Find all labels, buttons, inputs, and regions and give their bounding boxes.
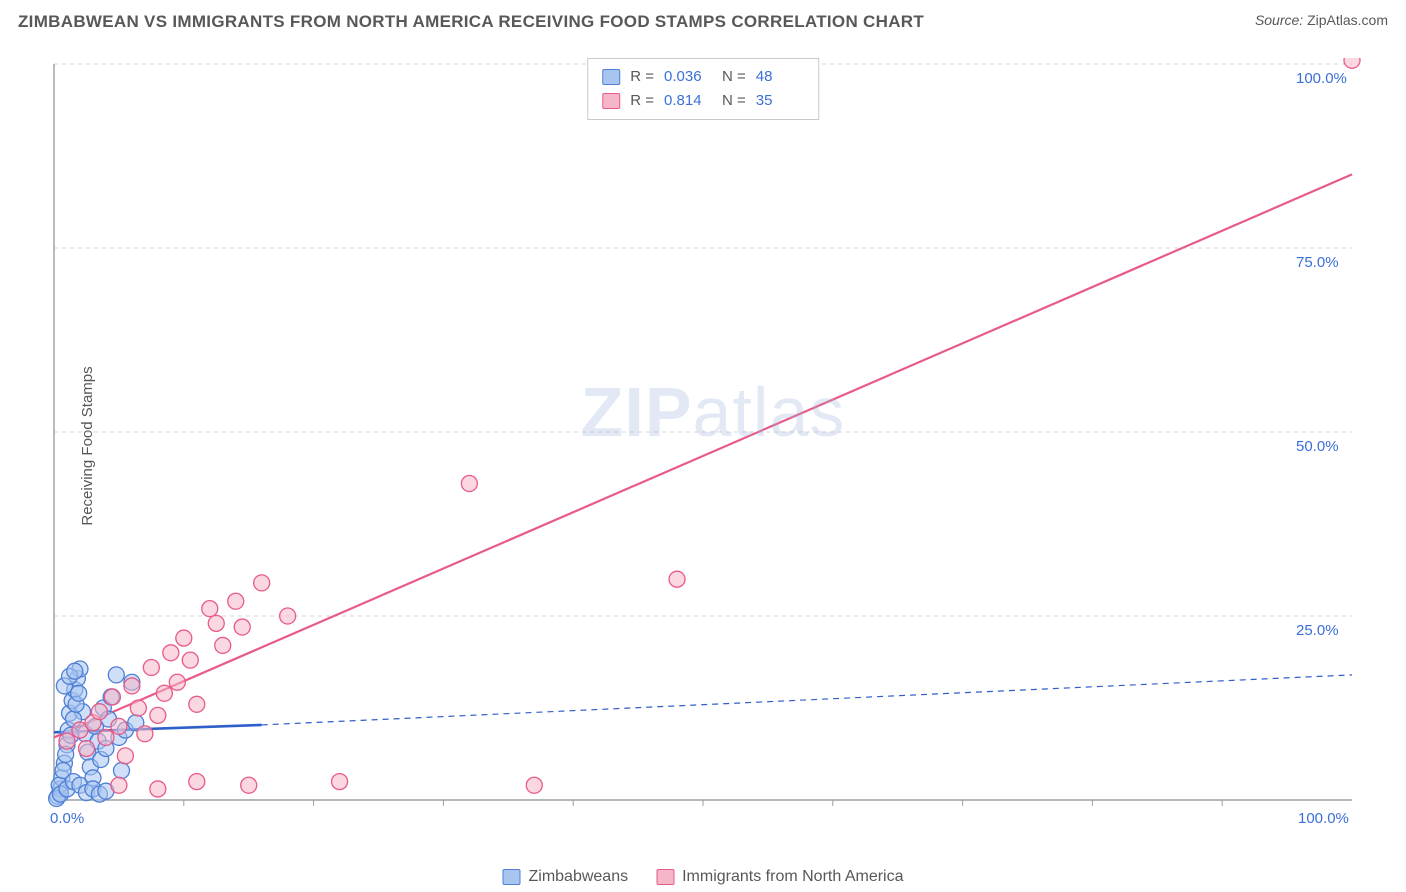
axis-tick-label: 0.0% xyxy=(50,810,84,827)
axis-tick-label: 25.0% xyxy=(1296,622,1339,639)
axis-tick-label: 100.0% xyxy=(1298,810,1349,827)
info-r-value-1: 0.814 xyxy=(664,89,712,113)
axis-tick-label: 100.0% xyxy=(1296,70,1347,87)
correlation-info-box: R = 0.036 N = 48 R = 0.814 N = 35 xyxy=(587,58,819,120)
legend-label-1: Immigrants from North America xyxy=(682,868,903,886)
source-value: ZipAtlas.com xyxy=(1307,12,1388,28)
legend-item-1: Immigrants from North America xyxy=(656,868,903,886)
scatter-plot-svg xyxy=(48,58,1378,828)
info-n-label-0: N = xyxy=(722,65,746,89)
chart-header: ZIMBABWEAN VS IMMIGRANTS FROM NORTH AMER… xyxy=(0,0,1406,36)
info-swatch-1 xyxy=(602,93,620,109)
bottom-legend: Zimbabweans Immigrants from North Americ… xyxy=(503,868,904,886)
legend-label-0: Zimbabweans xyxy=(529,868,629,886)
info-r-value-0: 0.036 xyxy=(664,65,712,89)
info-n-label-1: N = xyxy=(722,89,746,113)
legend-item-0: Zimbabweans xyxy=(503,868,629,886)
axis-tick-label: 50.0% xyxy=(1296,438,1339,455)
info-r-label-1: R = xyxy=(630,89,654,113)
source-label: Source: xyxy=(1255,12,1303,28)
info-r-label-0: R = xyxy=(630,65,654,89)
legend-swatch-1 xyxy=(656,869,674,885)
info-row-0: R = 0.036 N = 48 xyxy=(602,65,804,89)
chart-title: ZIMBABWEAN VS IMMIGRANTS FROM NORTH AMER… xyxy=(18,12,924,32)
source-attribution: Source: ZipAtlas.com xyxy=(1255,12,1388,28)
info-swatch-0 xyxy=(602,69,620,85)
legend-swatch-0 xyxy=(503,869,521,885)
info-row-1: R = 0.814 N = 35 xyxy=(602,89,804,113)
info-n-value-0: 48 xyxy=(756,65,804,89)
info-n-value-1: 35 xyxy=(756,89,804,113)
axis-tick-label: 75.0% xyxy=(1296,254,1339,271)
chart-area: ZIPatlas 25.0%50.0%75.0%100.0%0.0%100.0% xyxy=(48,58,1378,828)
